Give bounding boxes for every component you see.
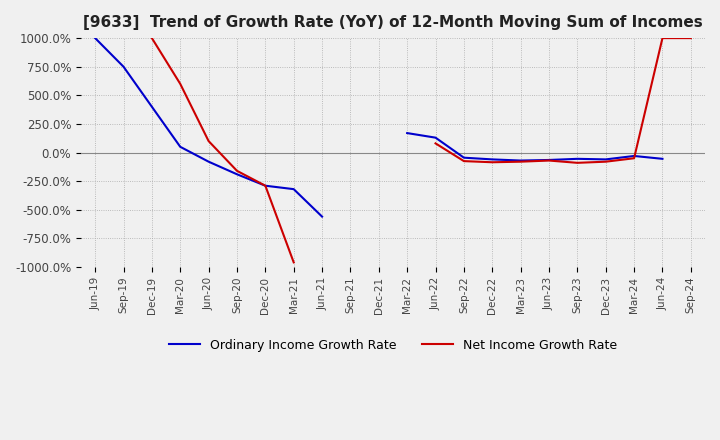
- Ordinary Income Growth Rate: [318, 214, 326, 219]
- Net Income Growth Rate: [204, 139, 213, 144]
- Ordinary Income Growth Rate: [261, 183, 270, 188]
- Net Income Growth Rate: [233, 168, 241, 173]
- Ordinary Income Growth Rate: [204, 159, 213, 164]
- Net Income Growth Rate: [148, 36, 156, 41]
- Ordinary Income Growth Rate: [289, 187, 298, 192]
- Net Income Growth Rate: [289, 260, 298, 265]
- Net Income Growth Rate: [176, 81, 184, 87]
- Legend: Ordinary Income Growth Rate, Net Income Growth Rate: Ordinary Income Growth Rate, Net Income …: [164, 334, 622, 357]
- Line: Ordinary Income Growth Rate: Ordinary Income Growth Rate: [95, 38, 322, 216]
- Ordinary Income Growth Rate: [176, 144, 184, 150]
- Ordinary Income Growth Rate: [148, 104, 156, 110]
- Ordinary Income Growth Rate: [233, 172, 241, 177]
- Ordinary Income Growth Rate: [120, 64, 128, 70]
- Line: Net Income Growth Rate: Net Income Growth Rate: [152, 38, 294, 262]
- Ordinary Income Growth Rate: [91, 36, 99, 41]
- Title: [9633]  Trend of Growth Rate (YoY) of 12-Month Moving Sum of Incomes: [9633] Trend of Growth Rate (YoY) of 12-…: [83, 15, 703, 30]
- Net Income Growth Rate: [261, 183, 270, 188]
